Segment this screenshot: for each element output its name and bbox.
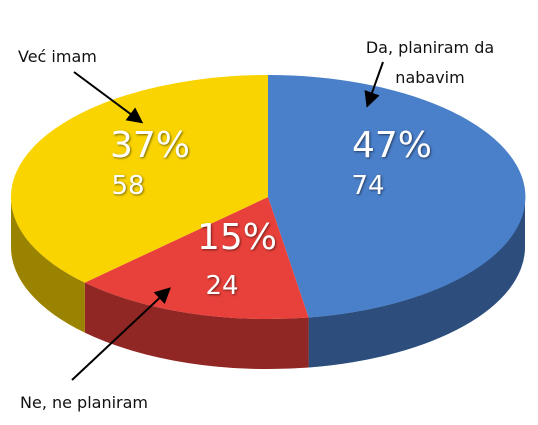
arrow	[71, 287, 171, 381]
slice-side	[308, 197, 526, 368]
slice-side	[84, 282, 309, 370]
category-label: Već imam	[18, 47, 97, 66]
count-label: 74	[351, 171, 384, 201]
slice	[84, 197, 309, 320]
slice	[268, 74, 526, 318]
category-label: Ne, ne planiram	[20, 393, 149, 412]
arrow	[73, 71, 144, 124]
slice-side	[10, 197, 85, 333]
count-label: 24	[205, 271, 238, 301]
arrow	[364, 61, 384, 108]
slice	[10, 75, 269, 283]
count-label: 58	[111, 171, 144, 201]
percent-label: 37%	[110, 125, 190, 166]
side-shade	[308, 197, 526, 368]
side-shade	[10, 197, 85, 333]
percent-label: 15%	[197, 217, 277, 258]
percent-label: 47%	[352, 125, 432, 166]
side-shade	[84, 282, 309, 370]
category-label: Da, planiram da nabavim	[365, 38, 495, 87]
